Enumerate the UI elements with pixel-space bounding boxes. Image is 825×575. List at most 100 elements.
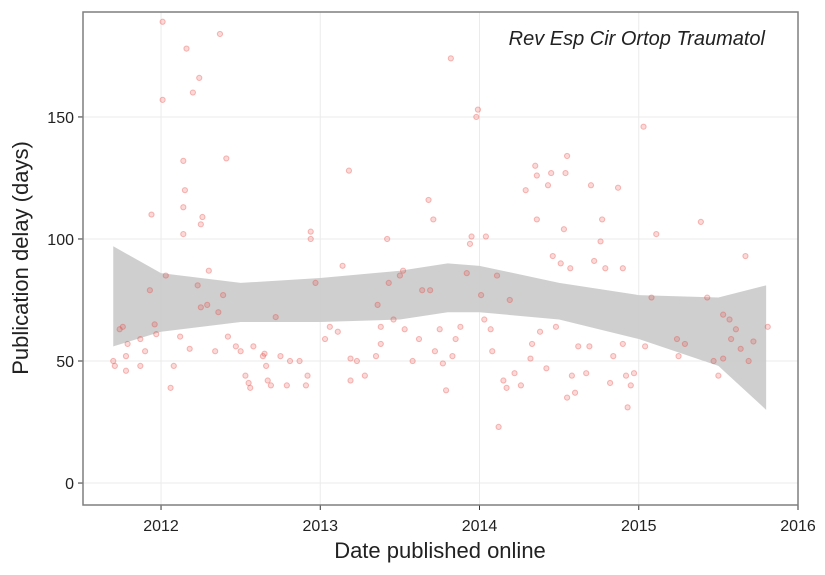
data-point bbox=[419, 287, 426, 294]
data-point bbox=[568, 372, 575, 379]
data-point bbox=[591, 257, 598, 265]
data-point bbox=[180, 204, 187, 211]
data-point bbox=[237, 348, 244, 355]
y-tick-label: 100 bbox=[47, 232, 74, 249]
data-point bbox=[452, 335, 459, 343]
data-point bbox=[110, 357, 117, 365]
x-tick-label: 2015 bbox=[621, 518, 657, 535]
data-point bbox=[710, 357, 717, 365]
data-point bbox=[463, 270, 470, 277]
data-point bbox=[430, 216, 437, 223]
data-point bbox=[196, 74, 203, 81]
data-point bbox=[199, 213, 206, 221]
data-point bbox=[431, 348, 439, 355]
data-point bbox=[307, 235, 314, 243]
data-point bbox=[536, 328, 544, 335]
data-point bbox=[750, 338, 757, 345]
data-point bbox=[296, 357, 303, 365]
data-point bbox=[697, 218, 704, 225]
data-point bbox=[560, 226, 568, 233]
data-point bbox=[742, 252, 749, 260]
plot-border bbox=[82, 11, 799, 506]
data-point bbox=[377, 340, 384, 348]
data-point bbox=[427, 287, 434, 294]
data-point bbox=[232, 343, 239, 350]
confidence-band bbox=[113, 246, 767, 410]
x-tick-label: 2016 bbox=[780, 518, 816, 535]
data-point bbox=[425, 196, 432, 204]
data-point bbox=[552, 323, 560, 330]
data-point bbox=[610, 353, 617, 360]
data-point bbox=[302, 382, 310, 389]
data-point bbox=[396, 272, 403, 279]
data-point bbox=[726, 316, 733, 323]
data-point bbox=[334, 328, 341, 335]
data-point bbox=[675, 353, 682, 360]
data-point bbox=[487, 326, 494, 333]
data-point bbox=[478, 292, 485, 299]
data-point bbox=[597, 238, 604, 245]
data-point bbox=[517, 382, 525, 389]
data-point bbox=[563, 152, 571, 160]
data-point bbox=[732, 326, 739, 333]
data-point bbox=[532, 162, 539, 169]
data-point bbox=[500, 377, 507, 384]
data-point bbox=[146, 287, 153, 294]
data-point bbox=[212, 348, 219, 355]
data-point bbox=[764, 323, 771, 330]
data-point bbox=[137, 362, 144, 369]
data-point bbox=[681, 340, 689, 348]
data-point bbox=[527, 355, 534, 362]
data-point bbox=[122, 353, 130, 360]
data-point bbox=[439, 360, 446, 367]
data-point bbox=[384, 235, 391, 243]
data-point bbox=[562, 169, 569, 177]
data-point bbox=[447, 55, 454, 62]
data-point bbox=[489, 348, 496, 355]
data-point bbox=[347, 355, 354, 362]
data-point bbox=[220, 292, 227, 299]
data-point bbox=[457, 323, 464, 330]
data-point bbox=[627, 382, 634, 389]
data-point bbox=[385, 279, 392, 287]
data-point bbox=[619, 265, 626, 272]
data-point bbox=[111, 362, 118, 369]
data-point bbox=[728, 335, 735, 343]
data-point bbox=[587, 182, 595, 189]
data-point bbox=[283, 382, 290, 389]
data-point bbox=[557, 260, 564, 267]
data-point bbox=[215, 309, 222, 316]
data-point bbox=[372, 353, 380, 360]
data-point bbox=[704, 294, 711, 301]
data-point bbox=[511, 370, 518, 377]
data-point bbox=[159, 18, 166, 25]
data-point bbox=[353, 357, 360, 365]
data-point bbox=[409, 357, 416, 365]
data-point bbox=[563, 394, 571, 401]
data-point bbox=[124, 340, 131, 348]
data-point bbox=[481, 316, 488, 323]
data-point bbox=[137, 335, 144, 343]
data-point bbox=[624, 404, 631, 411]
data-point bbox=[321, 335, 329, 343]
y-tick-label: 50 bbox=[56, 354, 74, 371]
data-point bbox=[599, 216, 606, 223]
data-point bbox=[567, 265, 574, 272]
data-point bbox=[159, 96, 166, 103]
data-point bbox=[449, 353, 456, 360]
data-point bbox=[148, 211, 155, 218]
data-point bbox=[533, 216, 540, 223]
data-point bbox=[194, 282, 201, 289]
data-point bbox=[261, 350, 268, 357]
data-point bbox=[180, 230, 187, 238]
data-point bbox=[167, 384, 174, 391]
data-point bbox=[622, 372, 630, 379]
data-point bbox=[153, 331, 160, 338]
data-point bbox=[286, 357, 294, 365]
annotation: Rev Esp Cir Ortop Traumatol bbox=[509, 28, 766, 50]
data-point bbox=[602, 265, 609, 272]
data-point bbox=[183, 45, 190, 52]
data-point bbox=[374, 301, 381, 308]
data-point bbox=[162, 272, 169, 279]
